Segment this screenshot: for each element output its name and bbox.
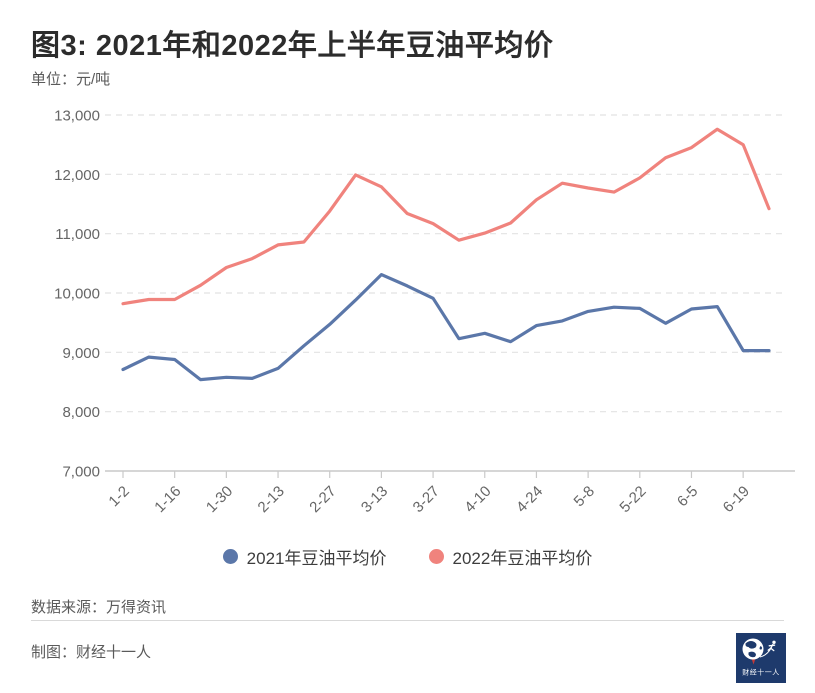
series-line-2022 — [121, 127, 771, 306]
legend-item-2021: 2021年豆油平均价 — [222, 544, 387, 569]
red-accent — [751, 659, 756, 665]
publisher-logo-graphic: 财经十一人 — [742, 638, 780, 677]
x-tick-label: 5-22 — [616, 483, 649, 516]
x-tick-label: 4-24 — [513, 483, 546, 516]
y-tick-label: 13,000 — [54, 108, 100, 125]
x-tick-label: 6-5 — [674, 483, 701, 510]
divider — [31, 620, 784, 621]
x-tick-label: 1-2 — [105, 483, 132, 510]
x-tick-label: 4-10 — [461, 483, 494, 516]
x-tick-label: 1-30 — [203, 483, 236, 516]
data-source-label: 数据来源：万得资讯 — [31, 599, 167, 616]
x-tick-label: 3-13 — [358, 483, 391, 516]
legend-dot-2022 — [428, 549, 444, 564]
y-tick-label: 7,000 — [62, 464, 100, 481]
chart-title: 图3: 2021年和2022年上半年豆油平均价 — [31, 30, 554, 62]
x-tick-label: 2-27 — [306, 483, 339, 516]
y-tick-label: 11,000 — [55, 226, 100, 243]
series-line-2021 — [121, 273, 771, 382]
y-tick-label: 9,000 — [62, 345, 100, 362]
x-tick-label: 1-16 — [151, 483, 184, 516]
legend-item-2022: 2022年豆油平均价 — [428, 544, 593, 569]
legend-label-2022: 2022年豆油平均价 — [452, 549, 593, 568]
x-tick-label: 2-13 — [255, 483, 288, 516]
credit-label: 制图：财经十一人 — [31, 644, 152, 661]
publisher-logo: 财经十一人 — [736, 633, 786, 683]
legend-label-2021: 2021年豆油平均价 — [246, 549, 387, 568]
y-tick-label: 8,000 — [62, 404, 100, 421]
x-tick-label: 6-19 — [720, 483, 753, 516]
price-line-chart: 7,000 8,000 9,000 10,000 11,000 12,000 13,000 1… — [54, 108, 795, 516]
y-tick-label: 12,000 — [54, 167, 100, 184]
legend-dot-2021 — [222, 549, 238, 564]
y-tick-label: 10,000 — [54, 286, 100, 303]
runner-icon — [767, 640, 776, 652]
logo-text: 财经十一人 — [742, 668, 780, 677]
x-tick-label: 3-27 — [410, 483, 443, 516]
globe-icon — [742, 638, 764, 660]
x-tick-label: 5-8 — [571, 483, 598, 510]
legend: 2021年豆油平均价 2022年豆油平均价 — [0, 544, 815, 569]
unit-label: 单位：元/吨 — [31, 71, 111, 88]
